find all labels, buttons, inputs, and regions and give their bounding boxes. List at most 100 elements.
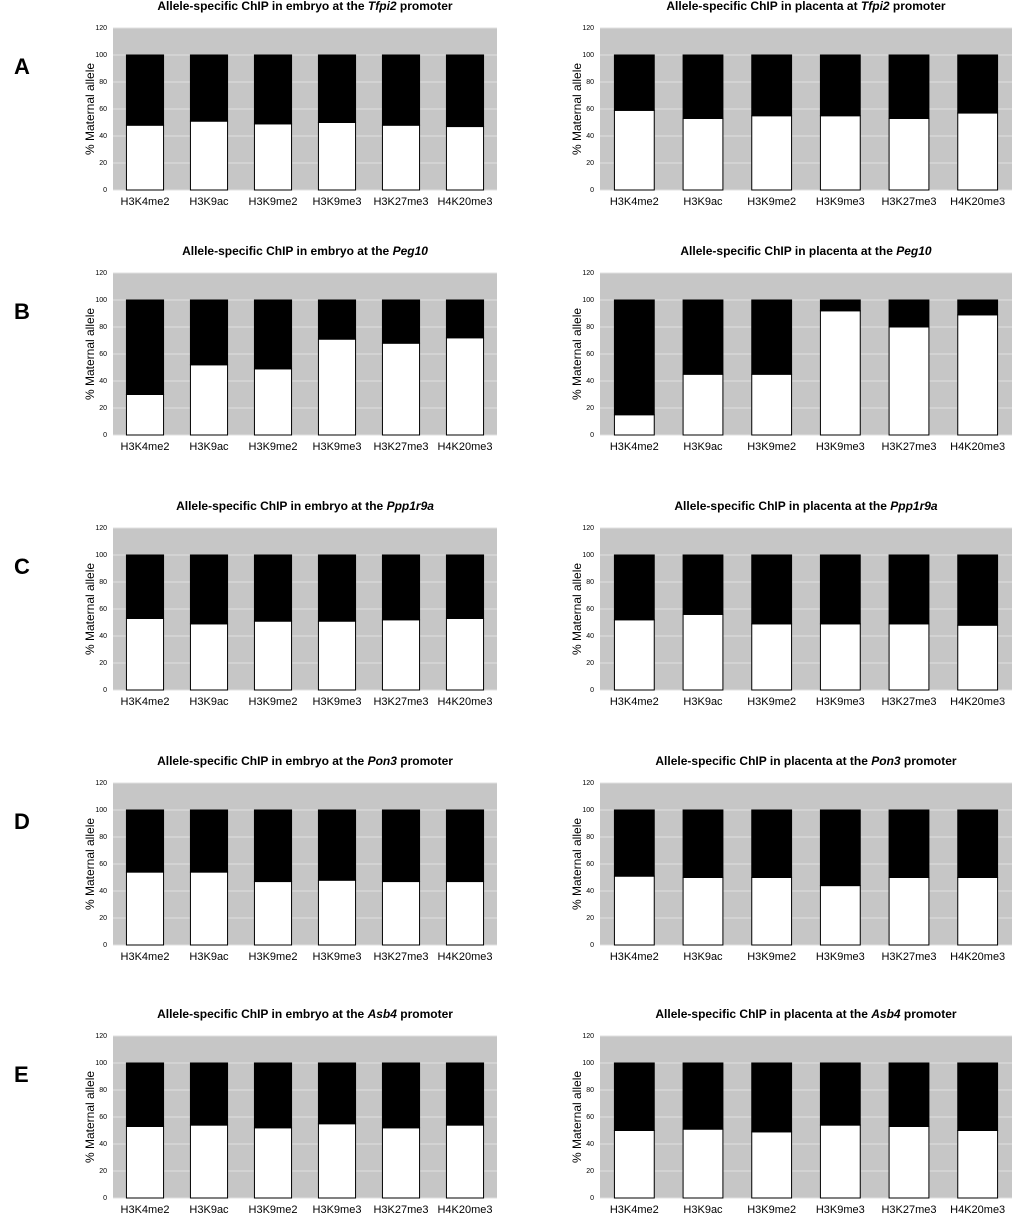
y-tick-label: 60 (586, 106, 594, 113)
bar-segment (317, 879, 357, 946)
bar-segment (957, 1130, 999, 1199)
y-tick-label: 60 (586, 1114, 594, 1121)
bar-segment (819, 299, 861, 312)
x-tick-label: H3K9me3 (816, 1204, 865, 1216)
x-tick-label: H4K20me3 (437, 696, 492, 708)
bar-segment (253, 54, 293, 125)
bar-segment (888, 54, 930, 119)
bar-segment (819, 1124, 861, 1199)
bar-segment (125, 124, 165, 191)
bar-segment (381, 554, 421, 621)
bar-segment (381, 54, 421, 126)
bar-segment (751, 373, 793, 436)
y-tick-label: 20 (99, 915, 107, 922)
x-tick-label: H3K9me3 (313, 696, 362, 708)
bar-segment (613, 109, 655, 191)
x-tick-label: H3K4me2 (610, 951, 659, 963)
bar-segment (613, 875, 655, 946)
title-part: Tfpi2 (861, 0, 890, 13)
bar-segment (819, 623, 861, 691)
y-tick-label: 120 (582, 780, 594, 787)
x-tick-label: H3K4me2 (610, 441, 659, 453)
x-tick-label: H4K20me3 (437, 441, 492, 453)
x-tick-label: H3K4me2 (610, 696, 659, 708)
bar-segment (253, 368, 293, 436)
bar-segment (189, 554, 229, 625)
y-tick-label: 80 (586, 834, 594, 841)
x-tick-label: H4K20me3 (437, 196, 492, 208)
y-tick-label: 20 (99, 405, 107, 412)
y-tick-label: 60 (586, 351, 594, 358)
x-tick-label: H3K9me2 (747, 196, 796, 208)
x-tick-label: H3K4me2 (121, 696, 170, 708)
y-tick-label: 100 (95, 297, 107, 304)
bar-segment (317, 809, 357, 881)
x-tick-label: H3K9ac (683, 951, 723, 963)
y-axis-label: % Maternal allele (570, 63, 584, 155)
y-tick-label: 0 (103, 687, 107, 694)
x-tick-label: H3K9me3 (313, 1204, 362, 1216)
bar-segment (317, 1123, 357, 1199)
y-axis-label: % Maternal allele (83, 63, 97, 155)
bar-segment (751, 554, 793, 625)
bar-segment (682, 809, 724, 878)
y-tick-label: 80 (99, 834, 107, 841)
title-part: Allele-specific ChIP in embryo at the (157, 1007, 368, 1021)
bar-segment (445, 337, 485, 436)
bar-segment (613, 809, 655, 877)
title-part: Ppp1r9a (890, 499, 938, 513)
x-tick-label: H3K27me3 (373, 1204, 428, 1216)
y-axis-label: % Maternal allele (83, 818, 97, 910)
bar-segment (189, 120, 229, 191)
bar-segment (317, 338, 357, 436)
y-tick-label: 40 (586, 1141, 594, 1148)
bar-segment (888, 1062, 930, 1127)
bar-segment (317, 1062, 357, 1125)
x-tick-label: H3K4me2 (121, 1204, 170, 1216)
bar-segment (682, 373, 724, 436)
chart-title: Allele-specific ChIP in placenta at the … (655, 1007, 957, 1021)
bar-segment (253, 554, 293, 622)
x-tick-label: H3K9me2 (747, 1204, 796, 1216)
bar-segment (957, 809, 999, 878)
y-tick-label: 40 (99, 888, 107, 895)
title-part: promoter (397, 754, 453, 768)
x-tick-label: H3K9ac (189, 441, 229, 453)
bar-segment (819, 885, 861, 946)
panel-label: A (14, 54, 30, 79)
x-tick-label: H3K27me3 (373, 951, 428, 963)
y-tick-label: 100 (95, 807, 107, 814)
y-tick-label: 120 (95, 1033, 107, 1040)
y-tick-label: 0 (590, 187, 594, 194)
bar-segment (819, 54, 861, 117)
bar-segment (445, 126, 485, 191)
y-axis-label: % Maternal allele (570, 818, 584, 910)
x-tick-label: H3K9me2 (249, 196, 298, 208)
bar-segment (381, 124, 421, 191)
bar-segment (751, 623, 793, 691)
title-part: Allele-specific ChIP in embryo at the (182, 244, 393, 258)
y-tick-label: 40 (99, 133, 107, 140)
x-tick-label: H3K4me2 (121, 441, 170, 453)
bar-segment (613, 1062, 655, 1131)
bar-segment (317, 122, 357, 191)
y-tick-label: 100 (95, 552, 107, 559)
y-tick-label: 20 (99, 660, 107, 667)
y-tick-label: 80 (586, 79, 594, 86)
bar-segment (253, 881, 293, 946)
bar-segment (253, 620, 293, 691)
bar-segment (253, 123, 293, 191)
x-tick-label: H3K27me3 (373, 196, 428, 208)
y-tick-label: 120 (95, 270, 107, 277)
bar-segment (125, 54, 165, 126)
bar-segment (957, 624, 999, 691)
x-tick-label: H4K20me3 (950, 1204, 1005, 1216)
y-tick-label: 80 (99, 1087, 107, 1094)
bar-segment (613, 299, 655, 416)
x-tick-label: H3K9ac (683, 196, 723, 208)
bar-segment (445, 299, 485, 339)
y-tick-label: 60 (99, 1114, 107, 1121)
y-tick-label: 120 (582, 1033, 594, 1040)
x-tick-label: H3K9me3 (313, 441, 362, 453)
x-tick-label: H3K27me3 (881, 1204, 936, 1216)
